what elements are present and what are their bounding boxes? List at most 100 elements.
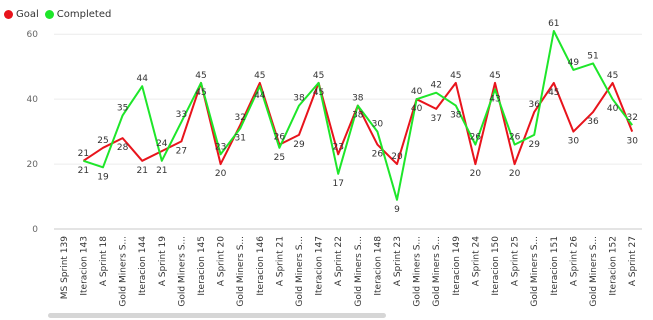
goal-data-label: 24 xyxy=(156,139,168,149)
x-tick-label: Iteracion 145 xyxy=(197,236,207,296)
completed-data-label: 35 xyxy=(117,103,128,113)
completed-data-label: 21 xyxy=(156,166,167,176)
goal-data-label: 38 xyxy=(352,94,364,104)
x-tick-label: A Sprint 21 xyxy=(275,236,285,286)
goal-data-label: 30 xyxy=(568,137,580,147)
x-tick-label: Gold Miners S... xyxy=(530,236,540,307)
goal-data-label: 29 xyxy=(293,140,305,150)
x-tick-label: Gold Miners S... xyxy=(413,236,423,307)
goal-data-label: 45 xyxy=(450,71,461,81)
x-tick-label: Gold Miners S... xyxy=(119,236,129,307)
goal-data-label: 36 xyxy=(587,117,599,127)
completed-data-label: 43 xyxy=(489,94,500,104)
x-tick-label: Iteracion 149 xyxy=(452,236,462,296)
legend-goal-label: Goal xyxy=(16,9,39,20)
completed-data-label: 17 xyxy=(332,179,343,189)
x-tick-label: A Sprint 20 xyxy=(217,236,227,286)
x-tick-label: A Sprint 24 xyxy=(471,236,481,286)
goal-data-label: 32 xyxy=(234,113,245,123)
x-tick-label: Gold Miners S... xyxy=(432,236,442,307)
x-tick-label: A Sprint 26 xyxy=(569,236,579,286)
x-tick-label: Gold Miners S... xyxy=(354,236,364,307)
x-tick-label: Gold Miners S... xyxy=(589,236,599,307)
x-tick-label: Iteracion 147 xyxy=(315,236,325,296)
x-tick-label: A Sprint 19 xyxy=(158,236,168,286)
completed-data-label: 40 xyxy=(607,104,619,114)
completed-data-label: 32 xyxy=(626,113,637,123)
goal-data-label: 23 xyxy=(332,142,343,152)
legend-item-completed[interactable]: Completed xyxy=(44,9,112,20)
completed-data-label: 45 xyxy=(313,88,324,98)
completed-data-label: 44 xyxy=(136,74,148,84)
horizontal-scrollbar[interactable] xyxy=(48,313,386,318)
completed-data-label: 33 xyxy=(176,110,187,120)
goal-data-label: 20 xyxy=(509,169,521,179)
completed-data-label: 49 xyxy=(568,58,580,68)
x-tick-label: A Sprint 22 xyxy=(334,236,344,286)
goal-data-label: 45 xyxy=(254,71,265,81)
goal-data-label: 45 xyxy=(313,71,324,81)
completed-data-label: 42 xyxy=(430,81,441,91)
completed-data-label: 21 xyxy=(78,166,89,176)
goal-data-label: 26 xyxy=(372,150,384,160)
completed-data-label: 31 xyxy=(234,133,245,143)
goal-swatch-icon xyxy=(4,10,13,19)
goal-data-label: 26 xyxy=(274,133,286,143)
goal-data-label: 27 xyxy=(176,146,187,156)
goal-data-label: 40 xyxy=(411,87,423,97)
goal-data-label: 45 xyxy=(489,71,500,81)
goal-data-label: 21 xyxy=(78,149,89,159)
series-line-completed xyxy=(83,30,633,201)
completed-swatch-icon xyxy=(44,10,54,19)
completed-data-label: 26 xyxy=(509,133,521,143)
x-tick-label: Gold Miners S... xyxy=(177,236,187,307)
goal-data-label: 30 xyxy=(626,137,638,147)
x-tick-label: Iteracion 143 xyxy=(79,236,89,296)
completed-data-label: 25 xyxy=(274,153,285,163)
y-tick-label: 20 xyxy=(27,160,39,170)
goal-data-label: 37 xyxy=(430,114,441,124)
legend-completed-label: Completed xyxy=(56,9,112,20)
goal-data-label: 25 xyxy=(97,136,108,146)
x-tick-label: A Sprint 23 xyxy=(393,236,403,286)
x-tick-label: MS Sprint 139 xyxy=(60,236,70,300)
x-tick-label: Gold Miners S... xyxy=(236,236,246,307)
y-tick-label: 0 xyxy=(32,225,38,235)
x-tick-label: Iteracion 146 xyxy=(256,236,266,296)
completed-data-label: 38 xyxy=(352,111,364,121)
goal-data-label: 45 xyxy=(607,71,618,81)
legend: Goal Completed xyxy=(4,9,117,20)
x-tick-label: A Sprint 25 xyxy=(511,236,521,286)
completed-data-label: 40 xyxy=(411,104,423,114)
goal-data-label: 20 xyxy=(470,169,482,179)
completed-data-label: 9 xyxy=(394,205,400,215)
goal-data-label: 45 xyxy=(548,88,559,98)
completed-data-label: 19 xyxy=(97,172,109,182)
completed-data-label: 44 xyxy=(254,91,266,101)
y-tick-label: 60 xyxy=(27,30,39,40)
completed-data-label: 30 xyxy=(372,120,384,130)
x-tick-label: Iteracion 151 xyxy=(550,236,560,296)
x-tick-label: A Sprint 27 xyxy=(628,236,638,286)
completed-data-label: 51 xyxy=(587,51,598,61)
x-tick-label: Iteracion 148 xyxy=(373,236,383,296)
completed-data-label: 38 xyxy=(450,111,462,121)
y-tick-label: 40 xyxy=(27,95,39,105)
goal-data-label: 36 xyxy=(528,100,540,110)
x-tick-label: Gold Miners S... xyxy=(295,236,305,307)
goal-data-label: 20 xyxy=(215,169,227,179)
x-tick-label: Iteracion 150 xyxy=(491,236,501,296)
completed-data-label: 26 xyxy=(470,133,482,143)
goal-data-label: 45 xyxy=(195,71,206,81)
goal-data-label: 20 xyxy=(391,152,403,162)
goal-data-label: 21 xyxy=(136,166,147,176)
completed-data-label: 29 xyxy=(528,140,540,150)
completed-data-label: 45 xyxy=(195,88,206,98)
x-tick-label: A Sprint 18 xyxy=(99,236,109,286)
goal-data-label: 28 xyxy=(117,143,129,153)
legend-item-goal[interactable]: Goal xyxy=(4,9,39,20)
completed-data-label: 61 xyxy=(548,19,559,29)
x-tick-label: Iteracion 144 xyxy=(138,236,148,296)
completed-data-label: 38 xyxy=(293,94,305,104)
